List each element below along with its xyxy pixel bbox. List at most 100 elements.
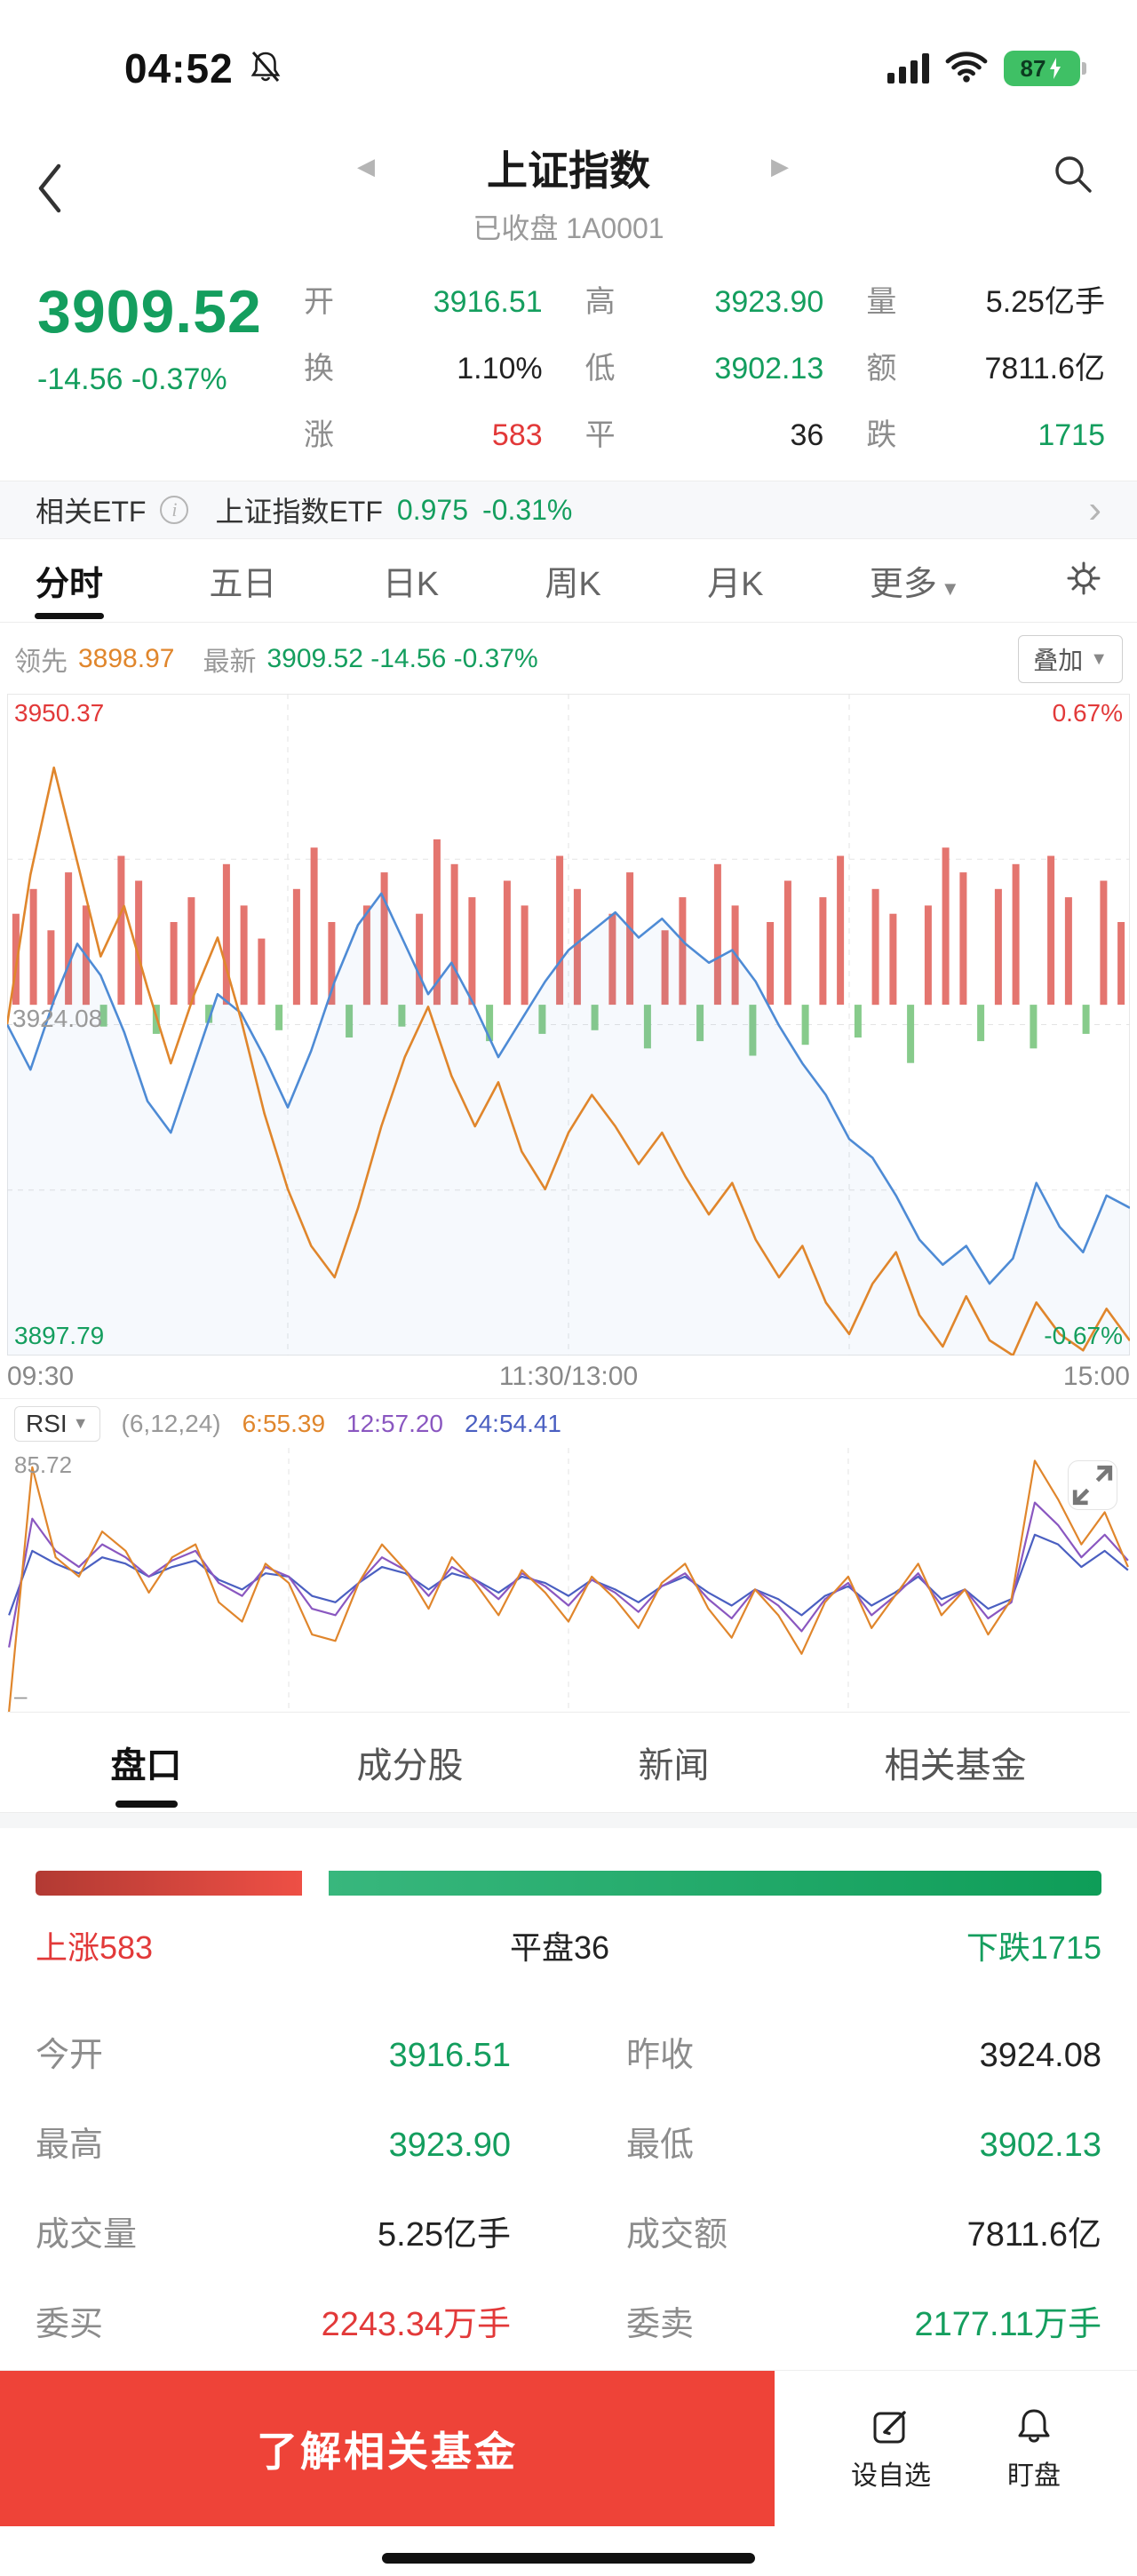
tab-constituents[interactable]: 成分股 — [356, 1746, 464, 1785]
nav-bar: ◀ 上证指数 已收盘 1A0001 ▶ — [0, 114, 1137, 263]
tab-related-funds[interactable]: 相关基金 — [884, 1746, 1027, 1785]
etf-change: -0.31% — [481, 493, 573, 526]
lead-value: 3898.97 — [78, 644, 175, 673]
breadth-down-segment — [329, 1871, 1101, 1896]
wifi-icon — [945, 50, 988, 88]
related-etf-row[interactable]: 相关ETF i 上证指数ETF 0.975 -0.31% › — [0, 481, 1137, 539]
tab-5day[interactable]: 五日 — [209, 566, 277, 603]
chart-settings-button[interactable] — [1064, 559, 1103, 602]
search-button[interactable] — [1050, 151, 1096, 202]
next-stock-arrow[interactable]: ▶ — [771, 153, 789, 179]
cellular-signal-icon — [887, 53, 929, 83]
info-icon[interactable]: i — [160, 496, 189, 524]
breadth-bar — [36, 1871, 1101, 1896]
chevron-down-icon: ▼ — [1090, 648, 1108, 669]
back-button[interactable] — [34, 149, 87, 227]
stat-volume: 量 5.25亿手 — [866, 285, 1105, 319]
etf-name: 上证指数ETF — [215, 496, 383, 528]
rsi-axis-max: 85.72 — [14, 1451, 73, 1478]
axis-max-price: 3950.37 — [14, 699, 105, 727]
gear-icon — [1067, 561, 1101, 595]
bell-icon — [1018, 2409, 1050, 2443]
stat-unchanged: 平 36 — [584, 418, 824, 452]
decliners-label: 下跌1715 — [966, 1929, 1101, 1966]
tab-weekly-k[interactable]: 周K — [545, 566, 601, 603]
time-midday: 11:30/13:00 — [498, 1362, 639, 1391]
monitor-button[interactable]: 盯盘 — [1007, 2405, 1061, 2493]
latest-label: 最新 — [203, 648, 257, 677]
detail-volume: 成交量 5.25亿手 — [36, 2216, 511, 2254]
rsi6-value: 6:55.39 — [242, 1409, 326, 1437]
indicator-selector[interactable]: RSI ▼ — [14, 1405, 100, 1442]
detail-open: 今开 3916.51 — [36, 2037, 511, 2074]
home-indicator[interactable] — [382, 2553, 755, 2564]
axis-min-percent: -0.67% — [1044, 1322, 1123, 1349]
overlay-button[interactable]: 叠加 ▼ — [1018, 635, 1123, 683]
axis-prev-close: 3924.08 — [12, 1004, 103, 1032]
status-time: 04:52 — [124, 45, 234, 91]
edit-icon — [873, 2410, 906, 2443]
related-funds-cta-button[interactable]: 了解相关基金 — [0, 2371, 775, 2526]
notifications-muted-icon — [248, 49, 283, 89]
last-price: 3909.52 — [37, 278, 262, 346]
related-etf-label: 相关ETF — [36, 496, 147, 528]
detail-amount: 成交额 7811.6亿 — [626, 2216, 1101, 2254]
period-tab-bar: 分时 五日 日K 周K 月K 更多 ▼ — [0, 539, 1137, 623]
detail-high: 最高 3923.90 — [36, 2127, 511, 2164]
rsi-params: (6,12,24) — [121, 1409, 221, 1437]
tab-daily-k[interactable]: 日K — [382, 566, 440, 603]
detail-low: 最低 3902.13 — [626, 2127, 1101, 2164]
unchanged-label: 平盘36 — [509, 1929, 610, 1966]
latest-value: 3909.52 -14.56 -0.37% — [266, 644, 538, 673]
stat-high: 高 3923.90 — [584, 285, 824, 319]
quote-stats-grid: 开 3916.51 高 3923.90 量 5.25亿手 换 1.10% 低 3902.1… — [304, 277, 1105, 454]
tab-more[interactable]: 更多 ▼ — [869, 566, 960, 603]
tab-minute[interactable]: 分时 — [34, 544, 105, 617]
etf-price: 0.975 — [396, 493, 468, 526]
breadth-flat-segment — [301, 1871, 330, 1896]
breadth-up-segment — [36, 1871, 302, 1896]
battery-percentage: 87 — [1020, 54, 1046, 82]
quote-panel: 3909.52 -14.56 -0.37% 开 3916.51 高 3923.90 … — [0, 263, 1137, 481]
rsi-axis-min: – — [14, 1682, 28, 1709]
bottom-action-bar: 了解相关基金 设自选 盯盘 — [0, 2370, 1137, 2526]
fullscreen-button[interactable] — [1068, 1460, 1117, 1510]
minute-chart-canvas[interactable] — [7, 694, 1130, 1356]
stat-advancers: 涨 583 — [304, 418, 543, 452]
section-tab-bar: 盘口 成分股 新闻 相关基金 — [0, 1713, 1137, 1812]
stat-low: 低 3902.13 — [584, 352, 824, 386]
price-change: -14.56 -0.37% — [37, 362, 227, 396]
detail-grid: 今开 3916.51 昨收 3924.08 最高 3923.90 最低 3902.13 … — [0, 1988, 1137, 2370]
chevron-down-icon: ▼ — [940, 577, 960, 600]
search-icon — [1055, 156, 1092, 193]
add-watchlist-label: 设自选 — [851, 2461, 931, 2491]
axis-min-price: 3897.79 — [14, 1322, 105, 1349]
time-close: 15:00 — [1062, 1362, 1130, 1391]
detail-bid-volume: 委买 2243.34万手 — [36, 2306, 511, 2343]
axis-max-percent: 0.67% — [1052, 699, 1123, 727]
detail-ask-volume: 委卖 2177.11万手 — [626, 2306, 1101, 2343]
monitor-label: 盯盘 — [1007, 2461, 1061, 2491]
add-watchlist-button[interactable]: 设自选 — [851, 2405, 931, 2493]
minute-chart[interactable]: 3950.37 0.67% 3924.08 3897.79 -0.67% — [7, 694, 1130, 1356]
prev-stock-arrow[interactable]: ◀ — [357, 153, 375, 179]
detail-prev-close: 昨收 3924.08 — [626, 2037, 1101, 2074]
rsi24-value: 24:54.41 — [465, 1409, 562, 1437]
tab-order-book[interactable]: 盘口 — [107, 1721, 186, 1804]
lead-label: 领先 — [14, 648, 68, 677]
stat-open: 开 3916.51 — [304, 285, 543, 319]
tab-news[interactable]: 新闻 — [638, 1746, 710, 1785]
tab-monthly-k[interactable]: 月K — [707, 566, 764, 603]
rsi-chart-canvas[interactable] — [7, 1448, 1130, 1712]
status-bar: 04:52 87 — [0, 0, 1137, 114]
back-chevron-icon — [38, 163, 61, 213]
charging-bolt-icon — [1050, 58, 1061, 79]
rsi-chart[interactable]: 85.72 – — [7, 1448, 1130, 1713]
time-open: 09:30 — [7, 1362, 75, 1391]
stat-turnover-rate: 换 1.10% — [304, 352, 543, 386]
rsi12-value: 12:57.20 — [346, 1409, 444, 1437]
market-breadth: 上涨583 平盘36 下跌1715 — [0, 1828, 1137, 1988]
expand-icon — [1072, 1465, 1113, 1506]
stat-decliners: 跌 1715 — [866, 418, 1105, 452]
rsi-header: RSI ▼ (6,12,24) 6:55.39 12:57.20 24:54.41 — [0, 1398, 1137, 1448]
